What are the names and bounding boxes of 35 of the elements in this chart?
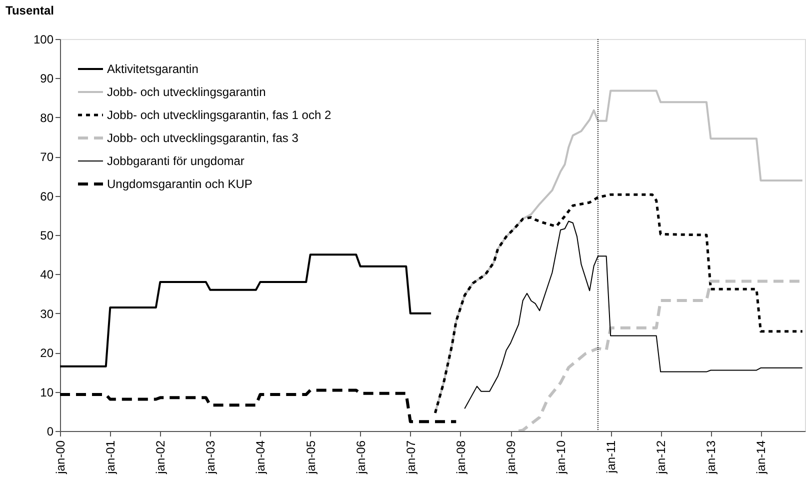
y-tick-label: 60	[40, 189, 54, 204]
x-tick-label: jan-12	[654, 440, 668, 475]
x-tick-label: jan-01	[104, 440, 118, 475]
legend-label: Jobb- och utvecklingsgarantin, fas 3	[107, 131, 299, 145]
x-tick-label: jan-02	[154, 440, 168, 475]
x-tick-label: jan-05	[304, 440, 318, 475]
x-tick-label: jan-04	[254, 440, 268, 475]
y-tick-label: 30	[40, 306, 54, 321]
line-series	[60, 254, 432, 368]
y-tick-label: 0	[46, 424, 54, 438]
x-tick-label: jan-07	[404, 440, 418, 475]
y-tick-label: 20	[40, 346, 54, 360]
y-tick-label: 40	[40, 268, 54, 282]
legend-label: Jobb- och utvecklingsgarantin, fas 1 och 2	[107, 108, 332, 122]
y-tick-label: 50	[40, 228, 54, 242]
y-tick-label: 70	[40, 150, 54, 164]
x-tick-label: jan-03	[204, 440, 218, 475]
y-tick-label: 10	[40, 385, 54, 400]
legend-label: Ungdomsgarantin och KUP	[107, 177, 252, 191]
legend-label: Aktivitetsgarantin	[107, 62, 198, 76]
x-tick-label: jan-09	[504, 440, 518, 475]
x-tick-label: jan-08	[454, 440, 468, 475]
y-tick-label: 80	[40, 110, 54, 125]
x-tick-label: jan-14	[754, 440, 768, 475]
x-tick-label: jan-06	[354, 440, 368, 475]
legend-label: Jobb- och utvecklingsgarantin	[107, 85, 266, 99]
y-tick-label: 100	[33, 32, 54, 46]
x-tick-label: jan-10	[554, 440, 568, 475]
x-tick-label: jan-00	[54, 440, 68, 475]
line-series	[60, 388, 458, 424]
x-tick-label: jan-11	[604, 440, 618, 474]
legend-label: Jobbgaranti för ungdomar	[107, 154, 244, 168]
y-axis-title: Tusental	[6, 4, 54, 18]
y-tick-label: 90	[40, 72, 54, 86]
x-tick-label: jan-13	[704, 440, 718, 475]
